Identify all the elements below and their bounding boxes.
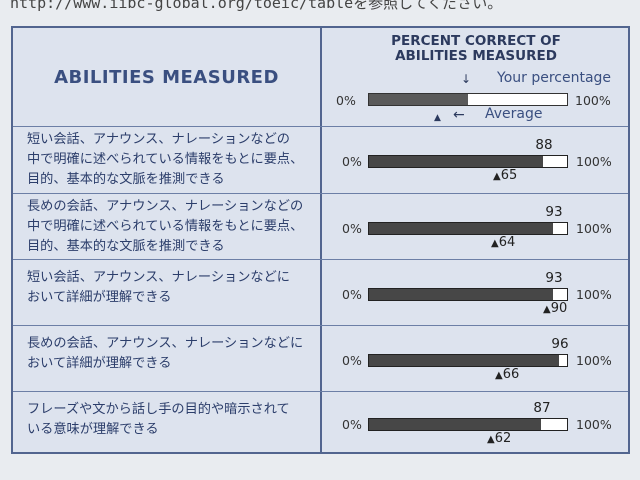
- your-score-value: 87: [533, 400, 551, 416]
- table-header: ABILITIES MEASURED PERCENT CORRECT OF AB…: [13, 28, 628, 126]
- your-percentage-down-arrow-icon: ↓: [461, 72, 472, 86]
- average-score-value: 90: [550, 301, 568, 316]
- score-bar: [368, 222, 568, 235]
- score-bar-fill: [369, 289, 554, 300]
- average-score-value: 65: [500, 168, 518, 183]
- percent-zero-label: 0%: [342, 353, 362, 368]
- score-bar: [368, 418, 568, 431]
- your-score-value: 93: [545, 204, 563, 220]
- your-score-value: 96: [551, 336, 569, 352]
- average-triangle-icon: ▲: [491, 238, 499, 249]
- abilities-table: ABILITIES MEASURED PERCENT CORRECT OF AB…: [11, 26, 630, 454]
- score-bar-fill: [369, 223, 554, 234]
- ability-description-line1: 短い会話、アナウンス、ナレーションなどに: [27, 270, 290, 285]
- table-row: 長めの会話、アナウンス、ナレーションなどの 中で明確に述べられている情報をもとに要…: [13, 193, 628, 259]
- percent-correct-heading-line2: ABILITIES MEASURED: [395, 48, 557, 64]
- score-bar-fill: [369, 419, 542, 430]
- average-score-marker: ▲65: [493, 168, 517, 183]
- percent-zero-label: 0%: [342, 417, 362, 432]
- ability-description: 長めの会話、アナウンス、ナレーションなどに おいて詳細が理解できる: [27, 334, 317, 374]
- average-triangle-icon: ▲: [495, 370, 503, 381]
- score-bar: [368, 288, 568, 301]
- average-score-value: 64: [498, 235, 516, 250]
- score-bar: [368, 155, 568, 168]
- table-row: 短い会話、アナウンス、ナレーションなどの 中で明確に述べられている情報をもとに要点…: [13, 126, 628, 193]
- your-score-value: 88: [535, 137, 553, 153]
- ability-description-line1: 長めの会話、アナウンス、ナレーションなどの: [27, 199, 304, 214]
- legend-bar-fill: [369, 94, 468, 105]
- legend-zero-label: 0%: [336, 93, 356, 108]
- ability-description-line1: 短い会話、アナウンス、ナレーションなどの: [27, 132, 290, 147]
- ability-description: 長めの会話、アナウンス、ナレーションなどの 中で明確に述べられている情報をもとに要…: [27, 197, 317, 257]
- ability-description-line2: 中で明確に述べられている情報をもとに要点、: [27, 152, 304, 167]
- legend-hundred-label: 100%: [575, 93, 611, 108]
- ability-description-line2: いる意味が理解できる: [27, 422, 159, 437]
- score-bar-fill: [369, 355, 560, 366]
- percent-zero-label: 0%: [342, 287, 362, 302]
- table-row: 短い会話、アナウンス、ナレーションなどに おいて詳細が理解できる 0% 100% 93 ▲…: [13, 259, 628, 325]
- ability-description-line2: 中で明確に述べられている情報をもとに要点、: [27, 219, 304, 234]
- percent-correct-heading-line1: PERCENT CORRECT OF: [391, 33, 561, 49]
- percent-correct-heading: PERCENT CORRECT OF ABILITIES MEASURED: [322, 34, 630, 64]
- ability-description-line2: おいて詳細が理解できる: [27, 356, 172, 371]
- average-label: Average: [485, 106, 543, 122]
- top-reference-text: http://www.iibc-global.org/toeic/tableを参…: [10, 0, 503, 12]
- percent-hundred-label: 100%: [576, 353, 612, 368]
- your-percentage-label: Your percentage: [497, 70, 612, 86]
- average-score-marker: ▲62: [487, 431, 511, 446]
- average-score-value: 66: [502, 367, 520, 382]
- average-score-marker: ▲64: [491, 235, 515, 250]
- average-triangle-icon: ▲: [493, 171, 501, 182]
- average-triangle-icon: ▲: [487, 434, 495, 445]
- ability-description-line1: 長めの会話、アナウンス、ナレーションなどに: [27, 336, 304, 351]
- average-score-marker: ▲66: [495, 367, 519, 382]
- score-bar: [368, 354, 568, 367]
- table-row: フレーズや文から話し手の目的や暗示されて いる意味が理解できる 0% 100% 87 ▲6…: [13, 391, 628, 454]
- ability-description: フレーズや文から話し手の目的や暗示されて いる意味が理解できる: [27, 400, 317, 440]
- percent-zero-label: 0%: [342, 221, 362, 236]
- ability-description-line1: フレーズや文から話し手の目的や暗示されて: [27, 402, 290, 417]
- percent-zero-label: 0%: [342, 154, 362, 169]
- your-score-value: 93: [545, 270, 563, 286]
- column-divider: [320, 28, 322, 452]
- legend-average-triangle-icon: ▲: [434, 113, 441, 123]
- ability-description: 短い会話、アナウンス、ナレーションなどの 中で明確に述べられている情報をもとに要点…: [27, 130, 317, 190]
- percent-hundred-label: 100%: [576, 287, 612, 302]
- ability-description-line3: 目的、基本的な文脈を推測できる: [27, 239, 225, 254]
- average-score-marker: ▲90: [543, 301, 567, 316]
- average-triangle-icon: ▲: [543, 304, 551, 315]
- table-row: 長めの会話、アナウンス、ナレーションなどに おいて詳細が理解できる 0% 100% 96…: [13, 325, 628, 391]
- ability-description-line3: 目的、基本的な文脈を推測できる: [27, 172, 225, 187]
- ability-description: 短い会話、アナウンス、ナレーションなどに おいて詳細が理解できる: [27, 268, 317, 308]
- legend-bar: [368, 93, 568, 106]
- ability-description-line2: おいて詳細が理解できる: [27, 290, 172, 305]
- percent-hundred-label: 100%: [576, 154, 612, 169]
- percent-hundred-label: 100%: [576, 221, 612, 236]
- percent-hundred-label: 100%: [576, 417, 612, 432]
- average-left-arrow-icon: ←: [453, 107, 465, 123]
- average-score-value: 62: [494, 431, 512, 446]
- abilities-measured-heading: ABILITIES MEASURED: [54, 66, 279, 88]
- score-bar-fill: [369, 156, 544, 167]
